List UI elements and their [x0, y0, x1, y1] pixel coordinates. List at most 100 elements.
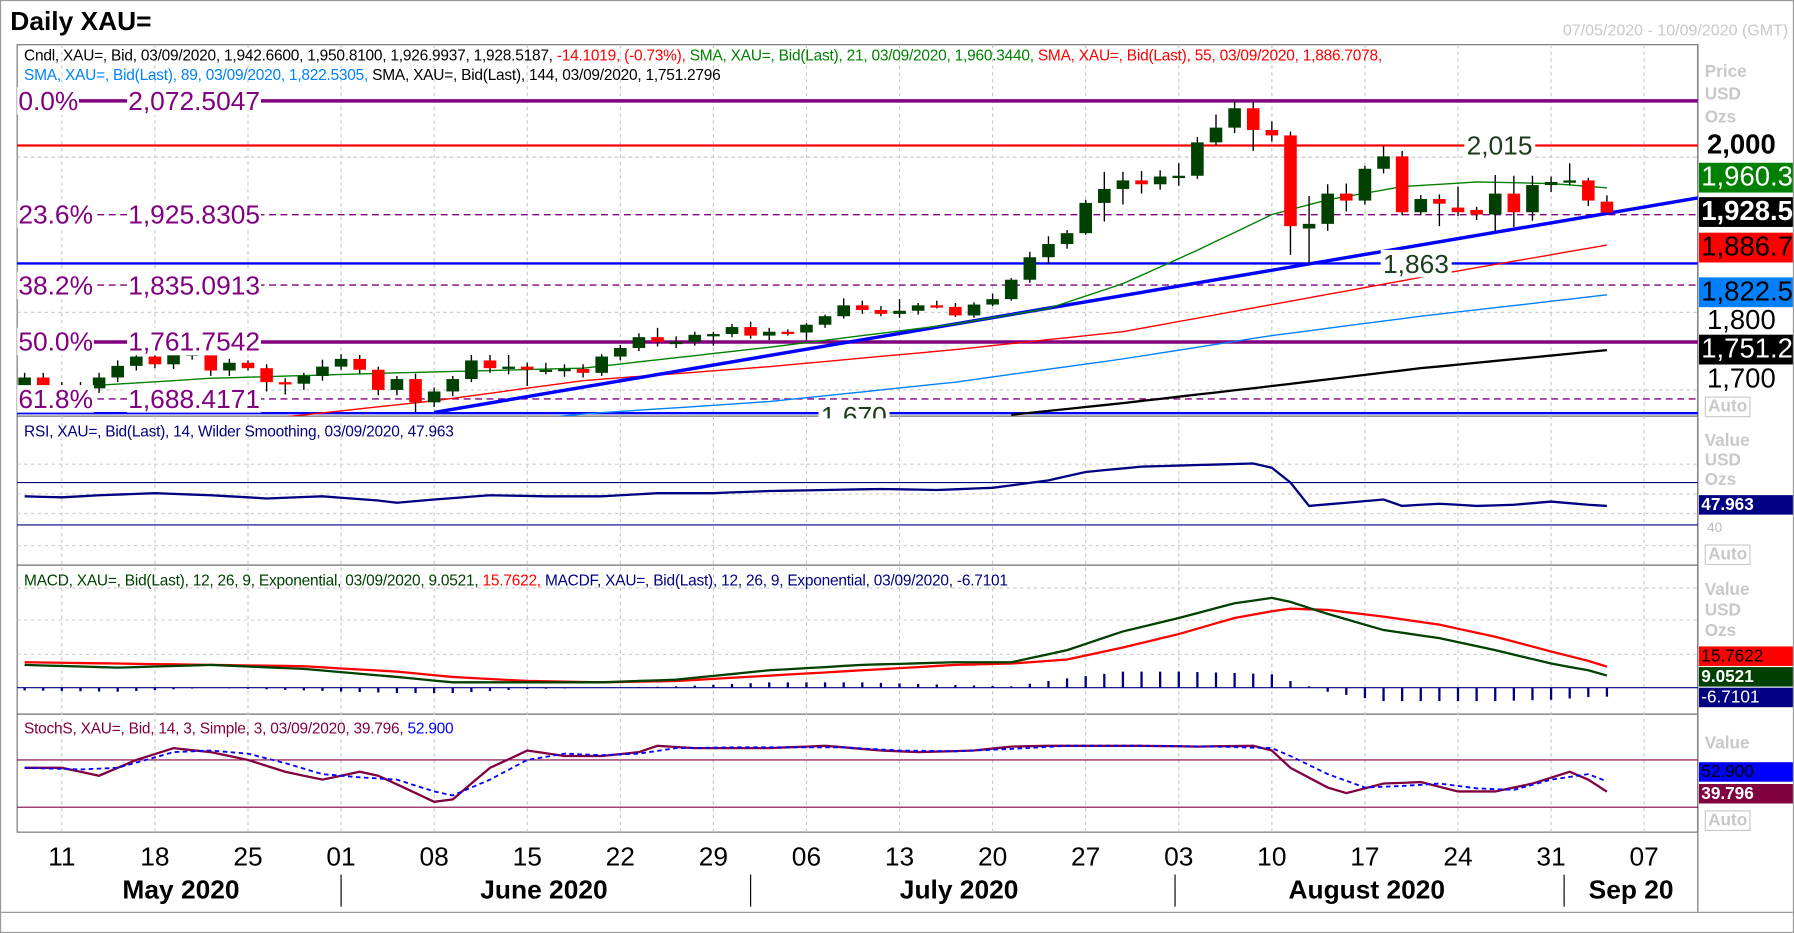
macd-legend: MACD, XAU=, Bid(Last), 12, 26, 9, Expone…	[24, 572, 1008, 590]
fib-pct-label: 0.0%	[17, 85, 80, 116]
candle-body-down	[148, 356, 162, 365]
fib-value-label: 1,761.7542	[127, 327, 262, 357]
candle	[1246, 101, 1260, 151]
candle-body-up	[1153, 176, 1167, 185]
stoch-legend-k: StochS, XAU=, Bid, 14, 3, Simple, 3, 03/…	[24, 719, 408, 738]
x-axis-day-label: 07	[1629, 841, 1659, 872]
x-axis-month-label: Sep 20	[1588, 874, 1674, 905]
candle-body-down	[1246, 108, 1260, 130]
level-label-1863: 1,863	[1380, 249, 1452, 278]
candle-body-up	[427, 391, 441, 403]
candle-body-up	[1563, 180, 1576, 183]
candle	[1004, 278, 1018, 301]
candle	[967, 302, 981, 318]
axis-unit-usd: USD	[1704, 84, 1741, 105]
candle-body-up	[539, 369, 553, 373]
candle-body-up	[316, 366, 329, 376]
candle	[651, 327, 664, 347]
rsi-tick-40: 40	[1706, 519, 1723, 536]
fib-pct-label: 23.6%	[17, 199, 95, 230]
x-axis-day-label: 29	[698, 841, 729, 872]
rsi-auto-button[interactable]: Auto	[1704, 544, 1751, 566]
fib-pct-label: 38.2%	[17, 270, 95, 300]
candle-body-up	[669, 341, 683, 345]
candle	[986, 293, 999, 307]
candle-body-up	[1098, 188, 1111, 203]
fib-value-label: 2,072.5047	[127, 85, 262, 116]
candle-body-down	[1135, 180, 1148, 185]
candle	[1488, 174, 1502, 231]
macd-unit-value: Value	[1704, 579, 1750, 600]
stoch-legend: StochS, XAU=, Bid, 14, 3, Simple, 3, 03/…	[24, 719, 454, 738]
stoch-auto-button[interactable]: Auto	[1704, 810, 1751, 831]
fib-value-label: 1,688.4171	[127, 383, 262, 414]
candle-body-up	[1191, 142, 1204, 176]
candle	[744, 321, 757, 339]
macd-unit-ozs: Ozs	[1704, 621, 1737, 641]
candle	[390, 375, 404, 396]
main-legend-line1: Cndl, XAU=, Bid, 03/09/2020, 1,942.6600,…	[24, 47, 1382, 65]
candle	[1079, 199, 1092, 235]
candle-body-down	[651, 337, 664, 342]
x-axis-day-label: 01	[326, 841, 356, 872]
stoch-unit-value: Value	[1704, 733, 1750, 754]
x-axis-day-label: 06	[791, 841, 822, 872]
candle	[1135, 171, 1148, 194]
candle	[911, 303, 925, 315]
candle	[539, 362, 553, 375]
candle-body-up	[1302, 223, 1316, 229]
candle-body-up	[614, 348, 627, 357]
candle	[1172, 163, 1186, 186]
candle	[1414, 195, 1428, 216]
rsi-legend: RSI, XAU=, Bid(Last), 14, Wilder Smoothi…	[24, 422, 454, 441]
candle-body-down	[204, 353, 218, 371]
candle	[1302, 195, 1316, 264]
candle	[260, 364, 273, 392]
candle-body-up	[390, 379, 404, 390]
candle-body-up	[837, 305, 850, 317]
candle	[818, 314, 832, 328]
candle-body-down	[372, 369, 385, 390]
candle	[111, 360, 124, 383]
candle-body-down	[744, 327, 757, 336]
candle	[372, 366, 385, 396]
candle-body-up	[465, 360, 478, 380]
rsi-unit-value: Value	[1704, 430, 1750, 451]
candle	[725, 323, 739, 338]
candle	[1544, 176, 1558, 193]
level-label-1670: 1,670	[818, 402, 890, 419]
candle	[1209, 114, 1223, 146]
candle	[893, 299, 906, 318]
candle-body-up	[167, 354, 180, 365]
candle	[1433, 194, 1446, 227]
fib-pct-label: 61.8%	[17, 383, 95, 414]
candle	[1116, 171, 1130, 205]
sma21-line	[24, 181, 1607, 391]
candle	[669, 336, 683, 349]
candle-body-up	[818, 316, 832, 325]
macd-legend-main: MACD, XAU=, Bid(Last), 12, 26, 9, Expone…	[24, 571, 483, 590]
x-axis-day-label: 22	[605, 841, 635, 872]
candle	[632, 333, 646, 352]
candle-body-down	[874, 309, 888, 314]
candle	[856, 300, 869, 314]
candle-body-down	[856, 305, 869, 310]
price-auto-button[interactable]: Auto	[1704, 396, 1751, 418]
candle-body-down	[36, 377, 50, 389]
candle	[278, 378, 292, 395]
candle	[92, 372, 106, 394]
stoch-d-line	[24, 744, 1608, 797]
fib-value-label: 1,835.0913	[127, 270, 262, 300]
candle	[595, 354, 608, 376]
candle-body-up	[967, 304, 981, 316]
candle-body-up	[502, 366, 515, 369]
candle-body-up	[130, 356, 143, 366]
legend-sma89: SMA, XAU=, Bid(Last), 89, 03/09/2020, 1,…	[24, 66, 373, 84]
candle-body-up	[762, 331, 776, 336]
candle-body-up	[1526, 185, 1539, 213]
candle	[316, 359, 329, 381]
macd-legend-histogram: MACDF, XAU=, Bid(Last), 12, 26, 9, Expon…	[544, 571, 1008, 590]
x-axis-day-label: 08	[419, 841, 449, 872]
candle-body-up	[1488, 193, 1502, 215]
